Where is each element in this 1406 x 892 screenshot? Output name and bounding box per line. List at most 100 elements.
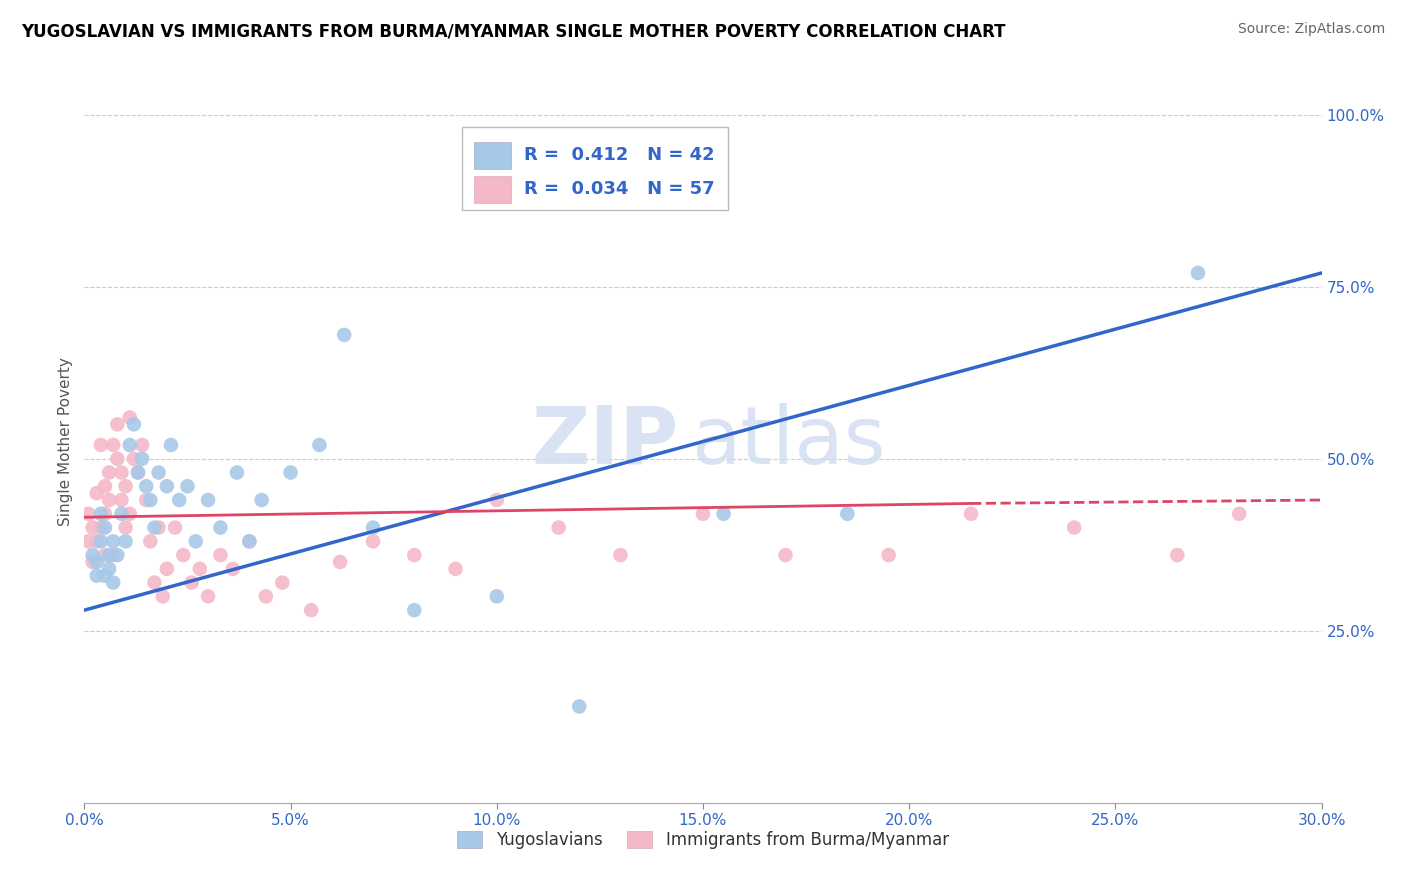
- Point: [94, 507, 117, 521]
- Point: [139, 493, 162, 508]
- Point: [94, 548, 117, 562]
- Point: [77, 507, 100, 521]
- Point: [114, 520, 136, 534]
- Point: [209, 520, 232, 534]
- Point: [82, 520, 104, 534]
- Text: ZIP: ZIP: [531, 402, 678, 481]
- Point: [176, 479, 198, 493]
- Point: [98, 466, 121, 480]
- Point: [960, 507, 983, 521]
- Point: [280, 466, 302, 480]
- Point: [122, 451, 145, 466]
- Point: [143, 520, 166, 534]
- Point: [82, 548, 104, 562]
- Point: [1187, 266, 1209, 280]
- Point: [98, 562, 121, 576]
- Point: [118, 410, 141, 425]
- Point: [105, 548, 128, 562]
- Point: [713, 507, 735, 521]
- Point: [90, 520, 112, 534]
- Point: [94, 479, 117, 493]
- Point: [103, 534, 125, 549]
- Point: [114, 534, 136, 549]
- Point: [485, 493, 508, 508]
- Point: [877, 548, 900, 562]
- Point: [131, 438, 153, 452]
- Point: [254, 590, 277, 604]
- Point: [86, 568, 108, 582]
- Point: [114, 479, 136, 493]
- Point: [148, 520, 170, 534]
- Point: [131, 451, 153, 466]
- Point: [98, 548, 121, 562]
- Text: R =  0.412   N = 42: R = 0.412 N = 42: [523, 145, 714, 164]
- Point: [188, 562, 211, 576]
- Point: [568, 699, 591, 714]
- Point: [103, 548, 125, 562]
- Point: [152, 590, 174, 604]
- Y-axis label: Single Mother Poverty: Single Mother Poverty: [58, 357, 73, 526]
- Text: YUGOSLAVIAN VS IMMIGRANTS FROM BURMA/MYANMAR SINGLE MOTHER POVERTY CORRELATION C: YUGOSLAVIAN VS IMMIGRANTS FROM BURMA/MYA…: [21, 22, 1005, 40]
- Point: [172, 548, 194, 562]
- Point: [238, 534, 260, 549]
- Point: [94, 520, 117, 534]
- Point: [1227, 507, 1250, 521]
- Point: [1166, 548, 1188, 562]
- Point: [86, 555, 108, 569]
- Point: [329, 555, 352, 569]
- Point: [184, 534, 207, 549]
- Point: [485, 590, 508, 604]
- Point: [77, 534, 100, 549]
- Point: [775, 548, 797, 562]
- Point: [333, 327, 356, 342]
- FancyBboxPatch shape: [474, 142, 512, 169]
- Point: [197, 590, 219, 604]
- Point: [148, 466, 170, 480]
- Point: [404, 603, 426, 617]
- FancyBboxPatch shape: [461, 128, 728, 211]
- Point: [209, 548, 232, 562]
- FancyBboxPatch shape: [474, 176, 512, 203]
- Point: [361, 534, 384, 549]
- Point: [167, 493, 190, 508]
- Point: [238, 534, 260, 549]
- Point: [105, 451, 128, 466]
- Point: [156, 479, 179, 493]
- Point: [160, 438, 183, 452]
- Point: [139, 534, 162, 549]
- Point: [547, 520, 569, 534]
- Point: [609, 548, 631, 562]
- Point: [118, 438, 141, 452]
- Point: [82, 555, 104, 569]
- Point: [271, 575, 294, 590]
- Point: [299, 603, 322, 617]
- Point: [197, 493, 219, 508]
- Point: [156, 562, 179, 576]
- Point: [110, 507, 132, 521]
- Point: [86, 486, 108, 500]
- Point: [692, 507, 714, 521]
- Point: [90, 534, 112, 549]
- Point: [250, 493, 273, 508]
- Legend: Yugoslavians, Immigrants from Burma/Myanmar: Yugoslavians, Immigrants from Burma/Myan…: [450, 824, 956, 856]
- Point: [135, 479, 157, 493]
- Point: [110, 493, 132, 508]
- Point: [105, 417, 128, 432]
- Text: Source: ZipAtlas.com: Source: ZipAtlas.com: [1237, 22, 1385, 37]
- Point: [404, 548, 426, 562]
- Point: [98, 493, 121, 508]
- Point: [180, 575, 202, 590]
- Point: [308, 438, 330, 452]
- Point: [127, 466, 149, 480]
- Point: [90, 438, 112, 452]
- Point: [103, 438, 125, 452]
- Point: [444, 562, 467, 576]
- Point: [118, 507, 141, 521]
- Point: [127, 466, 149, 480]
- Point: [94, 568, 117, 582]
- Point: [222, 562, 245, 576]
- Point: [122, 417, 145, 432]
- Point: [135, 493, 157, 508]
- Point: [226, 466, 249, 480]
- Point: [143, 575, 166, 590]
